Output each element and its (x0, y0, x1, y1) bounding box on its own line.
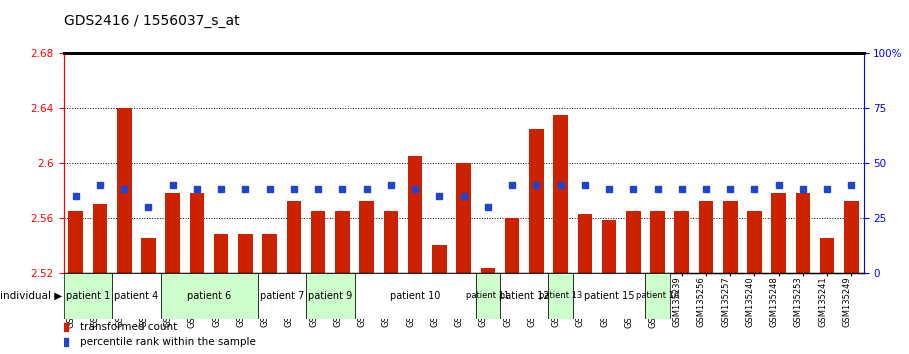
Text: individual ▶: individual ▶ (0, 291, 62, 301)
Bar (529, 129, 544, 273)
Bar (577, 213, 592, 273)
FancyBboxPatch shape (645, 273, 670, 319)
Bar (554, 115, 568, 273)
Text: patient 6: patient 6 (187, 291, 231, 301)
Bar (93, 204, 107, 273)
Bar (626, 211, 641, 273)
Bar (263, 234, 277, 273)
Bar (723, 201, 737, 273)
Text: patient 11: patient 11 (466, 291, 509, 300)
Bar (165, 193, 180, 273)
Text: patient 16: patient 16 (636, 291, 679, 300)
Text: patient 13: patient 13 (539, 291, 582, 300)
FancyBboxPatch shape (257, 273, 306, 319)
Bar (699, 201, 714, 273)
Bar (141, 238, 155, 273)
Bar (602, 221, 616, 273)
Bar (311, 211, 325, 273)
Bar (384, 211, 398, 273)
FancyBboxPatch shape (500, 273, 548, 319)
Bar (772, 193, 786, 273)
Text: patient 7: patient 7 (260, 291, 304, 301)
FancyBboxPatch shape (161, 273, 257, 319)
Text: patient 12: patient 12 (499, 291, 549, 301)
Bar (190, 193, 205, 273)
FancyBboxPatch shape (306, 273, 355, 319)
FancyBboxPatch shape (112, 273, 161, 319)
Bar (504, 218, 519, 273)
Text: patient 1: patient 1 (65, 291, 110, 301)
Bar (650, 211, 664, 273)
Text: GDS2416 / 1556037_s_at: GDS2416 / 1556037_s_at (64, 14, 239, 28)
FancyBboxPatch shape (355, 273, 475, 319)
Bar (408, 156, 423, 273)
FancyBboxPatch shape (548, 273, 573, 319)
Bar (117, 108, 132, 273)
Bar (335, 211, 350, 273)
Text: transformed count: transformed count (80, 321, 177, 332)
Bar (214, 234, 228, 273)
Bar (68, 211, 83, 273)
Bar (238, 234, 253, 273)
Bar (747, 211, 762, 273)
Bar (844, 201, 859, 273)
Bar (481, 268, 495, 273)
Bar (674, 211, 689, 273)
Bar (820, 238, 834, 273)
Text: patient 9: patient 9 (308, 291, 353, 301)
Bar (286, 201, 301, 273)
FancyBboxPatch shape (64, 273, 112, 319)
Text: patient 15: patient 15 (584, 291, 634, 301)
FancyBboxPatch shape (475, 273, 500, 319)
FancyBboxPatch shape (573, 273, 645, 319)
Text: patient 10: patient 10 (390, 291, 440, 301)
Bar (795, 193, 810, 273)
Text: patient 4: patient 4 (115, 291, 158, 301)
Bar (456, 163, 471, 273)
Text: percentile rank within the sample: percentile rank within the sample (80, 337, 255, 348)
Bar (432, 245, 446, 273)
Bar (359, 201, 374, 273)
